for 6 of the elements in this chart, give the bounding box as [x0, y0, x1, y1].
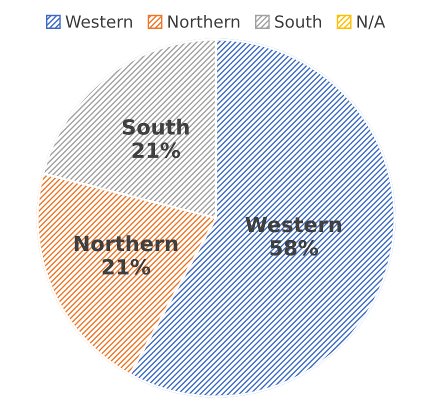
data-label: 21%: [132, 142, 180, 158]
legend-label: N/A: [357, 16, 386, 30]
slice-label: South: [122, 118, 189, 135]
legend-label: Northern: [168, 15, 240, 28]
legend-label: Western: [66, 16, 132, 28]
legend-label: South: [275, 15, 322, 28]
